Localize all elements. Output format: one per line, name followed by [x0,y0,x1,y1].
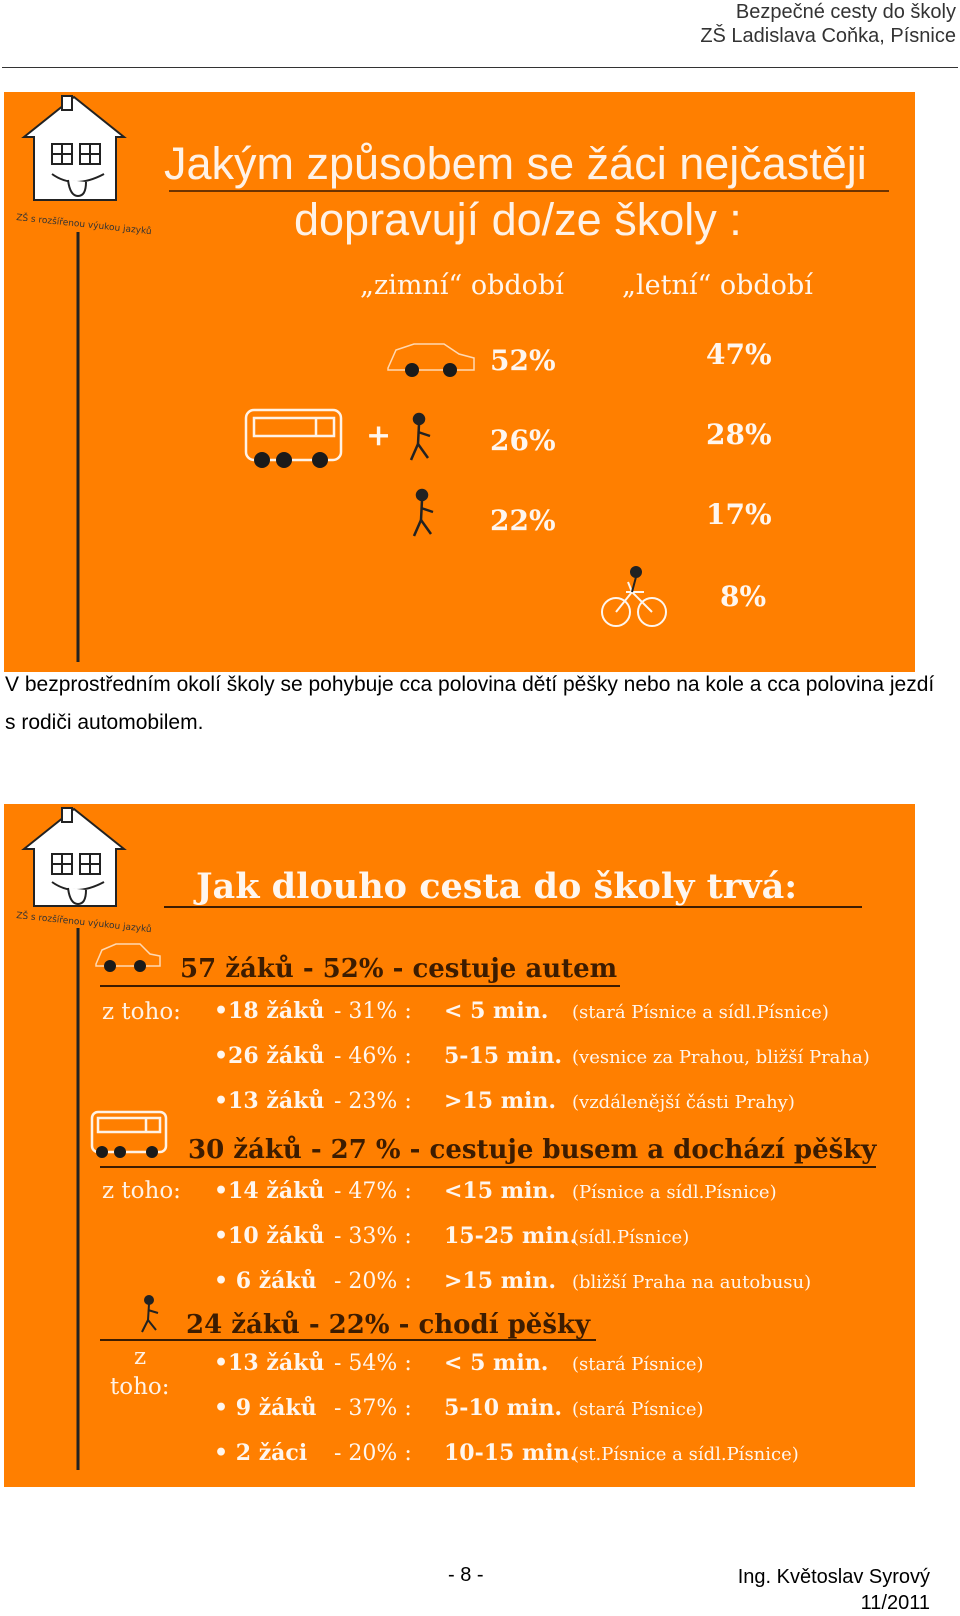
header-title: Bezpečné cesty do školy [735,1,956,23]
table-row: •13 žáků - 23% : >15 min. (vzdálenější čá… [214,1088,795,1114]
slide1-title-line1: Jakým způsobem se žáci nejčastěji [164,138,867,189]
author-name: Ing. Květoslav Syrový [737,1566,930,1588]
table-row: • 6 žáků - 20% : >15 min. (bližší Praha n… [214,1268,812,1294]
walker-icon [409,412,431,461]
school-house-icon [21,807,127,907]
group-car-underline [100,985,620,987]
bus-walk-winter-pct: 26% [490,424,556,457]
school-house-icon [21,95,127,201]
group-bus-underline [100,1166,876,1168]
header-school: ZŠ Ladislava Coňka, Písnice [700,25,956,47]
page-footer-author: Ing. Květoslav Syrový 11/2011 [738,1564,930,1616]
slide1-graphics: ZŠ s rozšířenou výukou jazyků [16,95,667,662]
bus-icon [90,1110,168,1158]
car-summer-pct: 47% [706,338,772,371]
walk-winter-pct: 22% [490,504,556,537]
table-row: •10 žáků - 33% : 15-25 min.(sídl.Písnice… [214,1223,690,1249]
slide-travel-duration: ZŠ s rozšířenou výukou jazyků Jak dlouho [4,804,915,1487]
plus-sign: + [366,418,392,453]
table-row: •13 žáků - 54% : < 5 min. (stará Písnice) [214,1350,704,1376]
table-row: • 2 žáci - 20% : 10-15 min.(st.Písnice a… [214,1440,799,1466]
table-row: •18 žáků - 31% : < 5 min. (stará Písnice … [214,998,829,1024]
table-row: •26 žáků - 46% : 5-15 min. (vesnice za Pr… [214,1043,870,1069]
group-walk-of-which-1: z [134,1344,147,1370]
page-header: Bezpečné cesty do školy ZŠ Ladislava Coň… [700,0,956,48]
group-walk-of-which-2: toho: [110,1374,170,1400]
walker-icon [141,1295,159,1333]
group-bus-heading: 30 žáků - 27 % - cestuje busem a dochází… [188,1135,877,1165]
bus-icon [244,408,343,468]
winter-column-header: „zimní“ období [360,270,564,301]
car-icon [95,943,161,972]
group-car-heading: 57 žáků - 52% - cestuje autem [180,954,618,984]
slide-transport-modes: ZŠ s rozšířenou výukou jazyků [4,92,915,672]
bike-summer-pct: 8% [720,580,767,613]
bicycle-icon [601,566,667,627]
page-number: - 8 - [448,1564,484,1586]
slide1-title-line2: dopravují do/ze školy : [294,194,742,245]
table-row: •14 žáků - 47% : <15 min. (Písnice a sídl… [214,1178,777,1204]
slide2-graphics: ZŠ s rozšířenou výukou jazyků [16,807,862,1470]
bus-walk-summer-pct: 28% [706,418,772,451]
group-bus-of-which: z toho: [102,1178,181,1204]
school-logo-text: ZŠ s rozšířenou výukou jazyků [16,909,153,935]
header-divider [2,67,958,68]
table-row: • 9 žáků - 37% : 5-10 min. (stará Písnice… [214,1395,704,1421]
group-walk-heading: 24 žáků - 22% - chodí pěšky [186,1310,591,1340]
car-winter-pct: 52% [490,344,556,377]
car-icon [387,343,475,377]
walk-summer-pct: 17% [706,498,772,531]
summer-column-header: „letní“ období [622,270,813,301]
slide2-title: Jak dlouho cesta do školy trvá: [196,866,798,907]
document-date: 11/2011 [860,1592,930,1614]
walker-icon [412,488,434,537]
school-logo-text: ZŠ s rozšířenou výukou jazyků [16,211,153,237]
group-walk-underline [100,1339,596,1341]
body-paragraph: V bezprostředním okolí školy se pohybuje… [5,673,935,734]
title-underline [169,190,889,192]
group-car-of-which: z toho: [102,999,181,1025]
